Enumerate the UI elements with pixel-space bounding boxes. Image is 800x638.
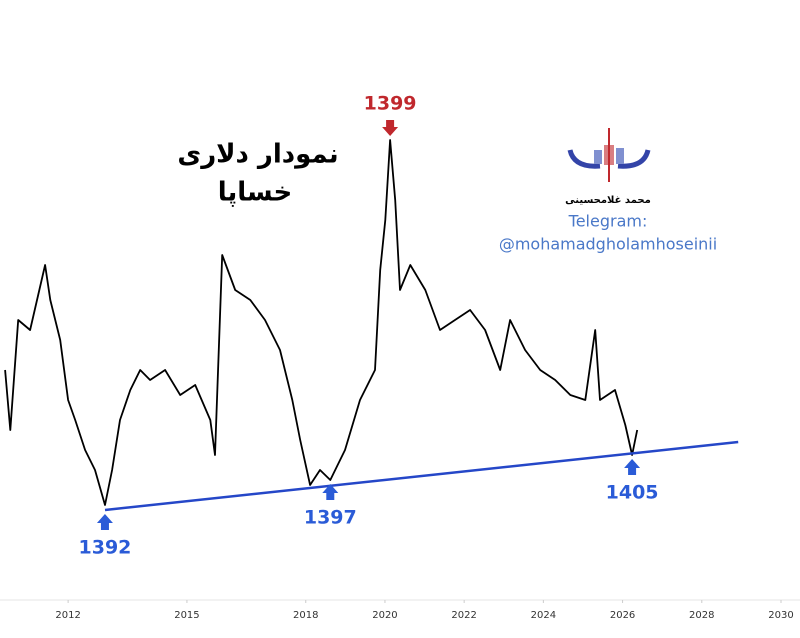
trendline <box>104 440 739 512</box>
x-tick-label: 2022 <box>451 610 476 621</box>
watermark-handle: @mohamadgholamhoseinii <box>499 235 717 254</box>
annotation-arrow <box>322 484 339 500</box>
watermark-telegram: Telegram: <box>568 212 648 231</box>
title-line: نمودار دلاری <box>177 140 338 170</box>
logo <box>567 128 651 182</box>
watermark-name: محمد غلامحسینی <box>565 195 651 206</box>
annotation-label: 1392 <box>79 537 132 559</box>
x-tick-label: 2015 <box>174 610 199 621</box>
annotation-label: 1397 <box>304 507 357 529</box>
x-tick-label: 2020 <box>372 610 397 621</box>
annotation-arrow <box>624 459 641 475</box>
annotation-label: 1405 <box>606 482 659 504</box>
annotation-label: 1399 <box>364 93 417 115</box>
annotation-arrow <box>96 514 113 530</box>
x-tick-label: 2030 <box>768 610 793 621</box>
annotation-arrow <box>382 120 399 136</box>
x-tick-label: 2028 <box>689 610 714 621</box>
price-line <box>4 139 639 506</box>
x-tick-label: 2024 <box>531 610 556 621</box>
title-line: خساپا <box>218 178 292 208</box>
x-tick-label: 2018 <box>293 610 318 621</box>
x-tick-label: 2026 <box>610 610 635 621</box>
x-tick-label: 2012 <box>55 610 80 621</box>
